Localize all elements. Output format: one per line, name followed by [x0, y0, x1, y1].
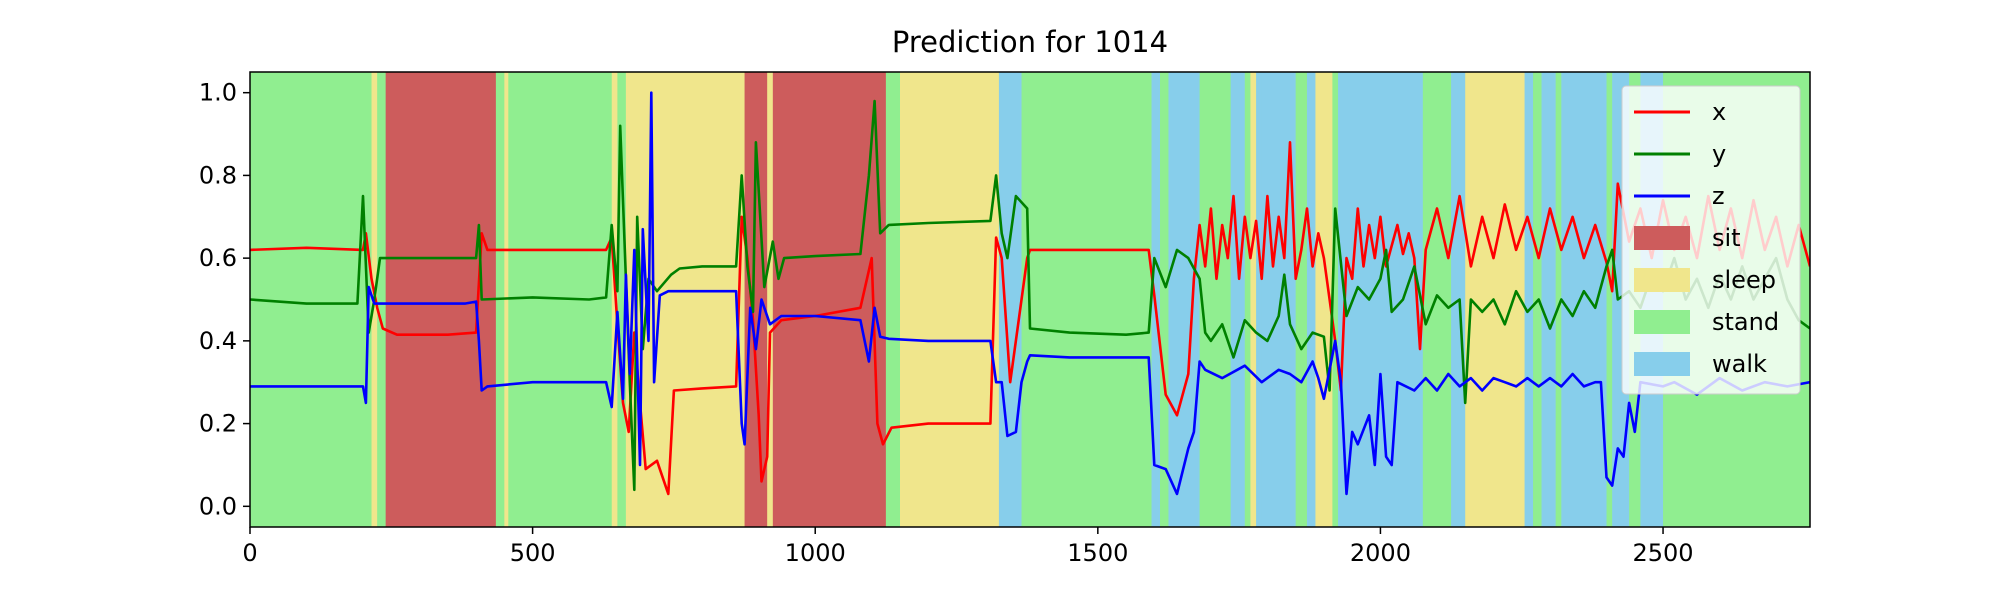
segment-walk [1561, 72, 1608, 527]
segment-sleep [1315, 72, 1333, 527]
segment-stand [1021, 72, 1153, 527]
segment-sit [772, 72, 887, 527]
segment-sleep [1250, 72, 1257, 527]
segment-walk [1306, 72, 1316, 527]
series-line-z [250, 91, 1810, 496]
segment-walk [1261, 72, 1297, 527]
legend: xyz sit sleep stand walk [1621, 85, 1801, 395]
chart-title: Prediction for 1014 [892, 25, 1168, 59]
x-tick-label: 0 [242, 539, 257, 567]
segment-walk [1168, 72, 1201, 527]
legend-label-z: z [1712, 182, 1725, 210]
series-line-x [250, 141, 1810, 496]
segment-stand [617, 72, 627, 527]
segment-stand [1295, 72, 1308, 527]
segment-stand [1422, 72, 1452, 527]
segment-stand [1555, 72, 1562, 527]
segment-walk [1256, 72, 1263, 527]
y-tick-label: 1.0 [199, 79, 237, 107]
x-tick-label: 2000 [1350, 539, 1411, 567]
legend-label-walk: walk [1712, 350, 1767, 378]
segment-sleep [767, 72, 774, 527]
legend-swatch-sleep [1634, 268, 1690, 292]
segment-stand [1244, 72, 1251, 527]
segment-sit [385, 72, 497, 527]
segment-stand [885, 72, 901, 527]
segment-walk [998, 72, 1023, 527]
legend-label-x: x [1712, 98, 1726, 126]
x-tick-label: 1000 [785, 539, 846, 567]
segment-walk [1541, 72, 1557, 527]
legend-label-stand: stand [1712, 308, 1779, 336]
x-tick-label: 2500 [1633, 539, 1694, 567]
y-tick-label: 0.4 [199, 327, 237, 355]
legend-swatch-sit [1634, 226, 1690, 250]
segment-sleep [1465, 72, 1526, 527]
series-line-y [250, 99, 1810, 492]
segment-walk [1524, 72, 1534, 527]
legend-swatch-stand [1634, 310, 1690, 334]
y-tick-label: 0.0 [199, 492, 237, 520]
legend-label-sit: sit [1712, 224, 1741, 252]
x-tick-label: 500 [510, 539, 556, 567]
segment-walk [1230, 72, 1246, 527]
segment-stand [377, 72, 387, 527]
segment-stand [1160, 72, 1169, 527]
x-axis: 0 500 1000 1500 2000 2500 [242, 527, 1694, 567]
legend-label-sleep: sleep [1712, 266, 1776, 294]
plot-frame [249, 71, 1811, 528]
y-axis: 0.0 0.2 0.4 0.6 0.8 1.0 [199, 79, 250, 520]
y-tick-label: 0.2 [199, 410, 237, 438]
segment-sit [744, 72, 768, 527]
background-segments [250, 72, 1810, 527]
series-lines [250, 91, 1810, 496]
legend-label-y: y [1712, 140, 1726, 168]
segment-stand [1199, 72, 1232, 527]
legend-swatch-walk [1634, 352, 1690, 376]
segment-stand [250, 72, 373, 527]
x-tick-label: 1500 [1067, 539, 1128, 567]
y-tick-label: 0.8 [199, 161, 237, 189]
segment-stand [1332, 72, 1339, 527]
segment-stand [1606, 72, 1613, 527]
y-tick-label: 0.6 [199, 244, 237, 272]
segment-sleep [900, 72, 1000, 527]
